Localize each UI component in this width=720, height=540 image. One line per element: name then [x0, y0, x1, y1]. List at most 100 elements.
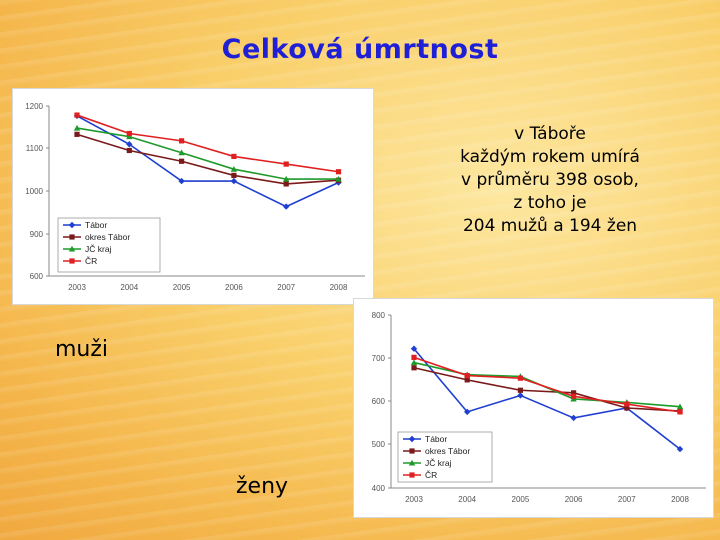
- chart-panel-women: 800 700 600 500 400 2003 2004 2005 2006 2007 2008 T…: [353, 298, 714, 518]
- y-tick-label: 1100: [26, 144, 44, 153]
- data-point: [74, 112, 80, 118]
- legend-marker: [409, 472, 415, 478]
- data-point: [464, 408, 471, 416]
- data-point: [230, 165, 238, 172]
- x-tick-label: 2008: [671, 495, 689, 504]
- x-tick-label: 2004: [120, 283, 138, 292]
- label-women: ženy: [236, 474, 289, 499]
- data-point: [464, 377, 470, 383]
- data-point: [126, 147, 132, 154]
- legend-marker: [69, 258, 75, 264]
- series-line: [413, 366, 681, 412]
- data-point: [335, 175, 342, 182]
- data-point: [283, 203, 290, 210]
- data-point: [178, 149, 185, 156]
- series-line: [413, 348, 681, 450]
- chart-panel-men: 1200 1100 1000 900 600 2003 2004 2005 2006 2007 20…: [12, 88, 374, 305]
- series-line: [413, 361, 681, 408]
- data-point: [571, 390, 577, 396]
- data-point: [677, 409, 683, 415]
- legend-box: [57, 217, 161, 273]
- data-point: [335, 169, 342, 175]
- note-line: v Táboře: [514, 124, 586, 144]
- y-tick-label: 400: [372, 484, 386, 493]
- y-tick-label: 500: [372, 440, 386, 449]
- data-point: [231, 172, 237, 179]
- y-tick-label: 1000: [25, 187, 43, 196]
- data-point: [230, 177, 238, 185]
- legend-label: okres Tábor: [425, 446, 470, 456]
- data-point: [126, 130, 132, 137]
- y-tick-label: 600: [372, 397, 386, 406]
- label-men: muži: [55, 337, 109, 362]
- y-tick-label: 1200: [25, 102, 43, 111]
- legend-marker: [408, 459, 416, 466]
- legend-label: Tábor: [425, 434, 447, 444]
- legend-marker: [408, 435, 416, 443]
- data-point: [570, 414, 577, 422]
- mortality-chart-women: 800 700 600 500 400 2003 2004 2005 2006 2007 2008 T…: [372, 311, 706, 504]
- x-tick-label: 2005: [173, 283, 191, 292]
- legend-label: JČ kraj: [425, 458, 452, 468]
- data-point: [283, 161, 289, 167]
- data-point: [410, 359, 418, 366]
- legend-label: ČR: [425, 470, 437, 480]
- data-point: [624, 401, 630, 407]
- legend-label: okres Tábor: [85, 232, 130, 242]
- page-title: Celková úmrtnost: [221, 34, 499, 65]
- x-tick-label: 2007: [277, 283, 295, 292]
- legend-marker: [68, 245, 76, 252]
- legend-marker: [409, 448, 415, 454]
- legend-marker: [68, 221, 76, 229]
- data-point: [464, 372, 470, 379]
- data-point: [571, 393, 577, 399]
- x-tick-label: 2006: [225, 283, 243, 292]
- data-point: [126, 141, 133, 148]
- y-tick-label: 800: [372, 311, 386, 320]
- series-line: [76, 114, 339, 173]
- data-point: [179, 138, 185, 144]
- series-line: [76, 115, 339, 208]
- x-tick-label: 2004: [458, 495, 476, 504]
- chart-legend: Tábor okres Tábor JČ kraj ČR: [57, 217, 161, 273]
- x-tick-label: 2003: [68, 283, 86, 292]
- data-point: [283, 175, 290, 182]
- note-line: 204 mužů a 194 žen: [462, 216, 638, 236]
- data-point: [517, 392, 524, 399]
- data-point: [411, 354, 417, 360]
- note-line: v průměru 398 osob,: [461, 170, 639, 190]
- data-point: [283, 181, 289, 187]
- data-point: [410, 345, 418, 352]
- y-tick-label: 900: [30, 230, 44, 239]
- y-tick-label: 600: [30, 272, 44, 281]
- data-point: [231, 153, 237, 160]
- y-tick-label: 700: [372, 354, 386, 363]
- note-line: z toho je: [513, 193, 587, 213]
- series-line: [76, 127, 339, 180]
- chart-legend: Tábor okres Tábor JČ kraj ČR: [397, 431, 493, 483]
- legend-label: ČR: [85, 256, 97, 266]
- note-line: každým rokem umírá: [460, 147, 640, 167]
- data-point: [126, 133, 133, 140]
- summary-note: v Táboře každým rokem umírá v průměru 39…: [420, 123, 680, 238]
- data-point: [517, 387, 523, 393]
- x-tick-label: 2008: [330, 283, 348, 292]
- mortality-chart-men: 1200 1100 1000 900 600 2003 2004 2005 2006 2007 20…: [25, 102, 365, 292]
- x-tick-label: 2007: [618, 495, 636, 504]
- x-tick-label: 2005: [512, 495, 530, 504]
- data-point: [179, 158, 185, 164]
- data-point: [624, 405, 630, 411]
- series-line: [413, 356, 681, 413]
- data-point: [73, 124, 81, 131]
- data-point: [178, 177, 185, 185]
- series-line: [76, 133, 339, 185]
- legend-label: JČ kraj: [85, 244, 112, 254]
- legend-marker: [69, 234, 75, 240]
- data-point: [676, 445, 684, 453]
- legend-label: Tábor: [85, 220, 107, 230]
- data-point: [517, 375, 523, 381]
- data-point: [676, 403, 684, 410]
- data-point: [74, 131, 80, 137]
- x-tick-label: 2006: [565, 495, 583, 504]
- x-tick-label: 2003: [405, 495, 423, 504]
